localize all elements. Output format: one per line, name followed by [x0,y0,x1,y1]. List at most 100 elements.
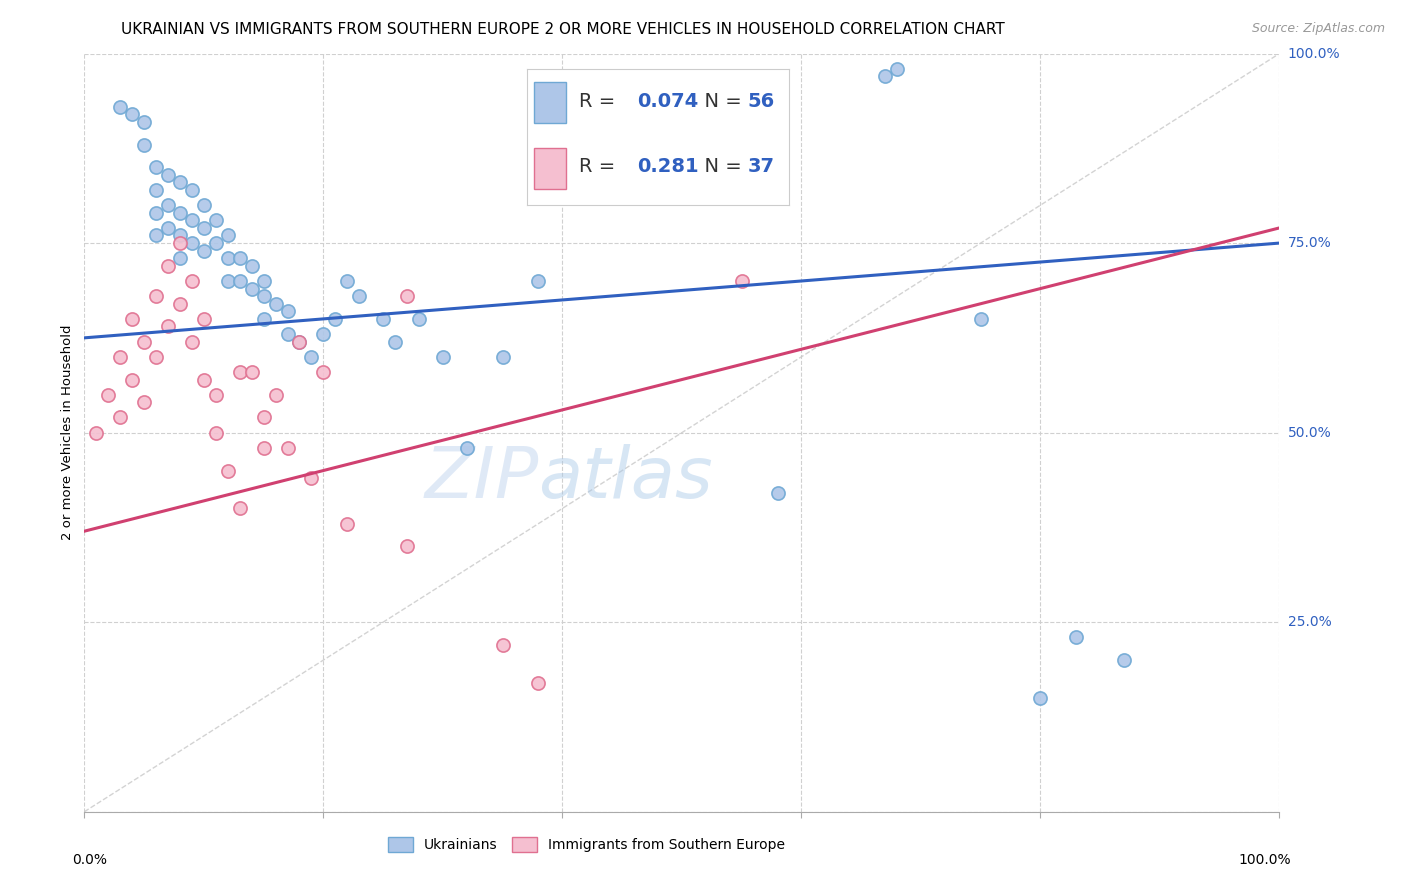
Point [373,312,395,326]
Point [97,387,120,401]
Point [1114,653,1136,667]
Point [169,236,191,251]
Point [132,137,156,152]
Point [336,516,359,531]
Point [193,221,215,235]
Point [408,312,430,326]
Point [229,274,252,288]
Point [205,213,228,227]
Point [110,410,132,425]
Point [86,425,108,440]
Point [217,228,239,243]
Point [253,441,276,455]
Point [145,206,167,220]
Point [229,365,252,379]
Point [240,282,263,296]
Point [169,297,191,311]
Point [970,312,993,326]
Point [253,312,276,326]
Point [193,198,215,212]
Point [169,252,191,266]
Point [132,395,156,409]
Text: UKRAINIAN VS IMMIGRANTS FROM SOUTHERN EUROPE 2 OR MORE VEHICLES IN HOUSEHOLD COR: UKRAINIAN VS IMMIGRANTS FROM SOUTHERN EU… [121,22,1004,37]
Point [886,62,908,76]
Point [169,228,191,243]
Point [312,327,335,342]
Point [301,471,323,485]
Point [288,334,311,349]
Point [181,213,204,227]
Point [181,236,204,251]
Point [240,365,263,379]
Point [264,387,287,401]
Point [253,289,276,303]
Text: 75.0%: 75.0% [1288,236,1331,250]
Point [217,464,239,478]
Point [169,206,191,220]
Point [157,168,180,182]
Y-axis label: 2 or more Vehicles in Household: 2 or more Vehicles in Household [60,325,75,541]
Point [456,441,478,455]
Point [157,259,180,273]
Point [325,312,347,326]
Point [157,221,180,235]
Point [110,100,132,114]
Text: 25.0%: 25.0% [1288,615,1331,629]
Point [205,236,228,251]
Point [145,289,167,303]
Point [277,441,299,455]
Point [527,274,550,288]
Point [145,228,167,243]
Point [193,244,215,258]
Text: atlas: atlas [538,443,713,513]
Point [132,115,156,129]
Point [181,274,204,288]
Point [217,252,239,266]
Point [527,676,550,690]
Text: 0.0%: 0.0% [73,854,107,867]
Point [145,161,167,175]
Point [157,319,180,334]
Point [205,387,228,401]
Point [181,334,204,349]
Point [145,183,167,197]
Point [121,107,143,121]
Point [229,501,252,516]
Point [145,350,167,364]
Text: Source: ZipAtlas.com: Source: ZipAtlas.com [1251,22,1385,36]
Text: 50.0%: 50.0% [1288,425,1331,440]
Point [229,252,252,266]
Text: 100.0%: 100.0% [1288,46,1340,61]
Point [875,70,897,84]
Point [193,373,215,387]
Point [1029,691,1052,706]
Point [432,350,454,364]
Text: 100.0%: 100.0% [1239,854,1292,867]
Point [731,274,754,288]
Point [396,289,419,303]
Point [396,539,419,553]
Point [193,312,215,326]
Point [312,365,335,379]
Point [181,183,204,197]
Point [121,373,143,387]
Point [766,486,789,500]
Point [277,304,299,318]
Point [336,274,359,288]
Point [110,350,132,364]
Point [253,274,276,288]
Point [492,638,515,652]
Point [121,312,143,326]
Point [301,350,323,364]
Point [240,259,263,273]
Point [492,350,515,364]
Point [169,176,191,190]
Text: ZIP: ZIP [425,443,538,513]
Point [288,334,311,349]
Point [217,274,239,288]
Point [264,297,287,311]
Point [1066,630,1088,644]
Point [132,334,156,349]
Point [277,327,299,342]
Point [253,410,276,425]
